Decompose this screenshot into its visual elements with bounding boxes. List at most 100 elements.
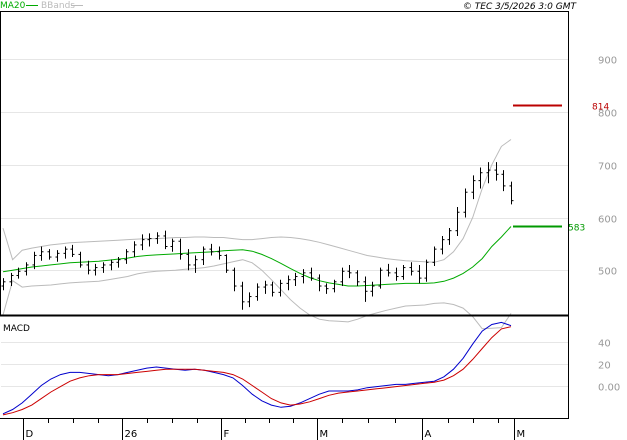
price-y-tick-label: 700 xyxy=(598,162,617,173)
price-panel-frame xyxy=(0,11,569,316)
ohlc-bar xyxy=(86,260,91,275)
macd-title: MACD xyxy=(3,324,30,334)
ohlc-bar xyxy=(332,279,337,293)
price-y-tick-label: 800 xyxy=(598,109,617,120)
ohlc-bar xyxy=(1,278,6,291)
ohlc-bar xyxy=(432,246,437,266)
ohlc-bar xyxy=(501,170,506,192)
ohlc-bar xyxy=(116,257,121,268)
ohlc-bar xyxy=(124,249,129,264)
ohlc-bar xyxy=(93,263,98,276)
ohlc-bar xyxy=(486,162,491,184)
ohlc-bar xyxy=(455,206,460,236)
ohlc-bar xyxy=(463,188,468,218)
ohlc-bar xyxy=(270,281,275,297)
ohlc-bar xyxy=(440,235,445,255)
x-tick-label: M xyxy=(320,429,329,440)
ohlc-bar xyxy=(240,281,245,310)
ohlc-bar xyxy=(286,275,291,291)
ohlc-bar xyxy=(55,250,60,262)
ohlc-bar xyxy=(355,270,360,287)
level-label: 583 xyxy=(568,224,585,234)
x-tick-label: D xyxy=(26,429,34,440)
price-bars xyxy=(1,162,514,310)
macd-y-tick-label: 0.00 xyxy=(598,383,620,394)
ohlc-bar xyxy=(147,233,152,247)
ohlc-bar xyxy=(386,263,391,277)
ohlc-bar xyxy=(478,167,483,189)
price-y-tick-label: 900 xyxy=(598,56,617,67)
ohlc-bar xyxy=(401,264,406,280)
ohlc-bar xyxy=(186,249,191,271)
macd-y-tick-label: 40 xyxy=(598,339,611,350)
ohlc-bar xyxy=(217,246,222,260)
ohlc-bar xyxy=(224,254,229,273)
macd-lines xyxy=(2,321,512,416)
macd-series xyxy=(2,321,512,415)
ohlc-bar xyxy=(309,267,314,281)
macd-gridlines xyxy=(1,342,568,387)
ohlc-bar xyxy=(132,241,137,258)
price-y-axis: 900 800 700 600 500 xyxy=(598,56,617,278)
level-label: 814 xyxy=(592,103,609,113)
ma20-line xyxy=(2,226,512,287)
price-y-tick-label: 600 xyxy=(598,215,617,226)
ohlc-bar xyxy=(163,230,168,250)
ohlc-bar xyxy=(301,269,306,284)
ohlc-bar xyxy=(447,228,452,245)
macd-y-tick-label: 20 xyxy=(598,361,611,372)
ohlc-bar xyxy=(255,283,260,301)
ohlc-bar xyxy=(409,262,414,276)
bbands-lower-series xyxy=(2,259,512,330)
ohlc-bar xyxy=(170,238,175,252)
ohlc-bar xyxy=(178,238,183,260)
ohlc-bar xyxy=(378,267,383,289)
ohlc-bar xyxy=(324,283,329,294)
ohlc-bar xyxy=(47,249,52,260)
ohlc-bar xyxy=(494,162,499,181)
x-axis: D 26 F M A M xyxy=(23,418,526,440)
x-tick-label: 26 xyxy=(125,429,138,440)
source-timestamp: © TEC 3/5/2026 3:0 GMT xyxy=(463,2,578,12)
price-y-tick-label: 500 xyxy=(598,267,617,278)
ohlc-bar xyxy=(193,255,198,273)
ohlc-bar xyxy=(263,280,268,294)
signal-series xyxy=(2,326,512,416)
ohlc-bar xyxy=(363,276,368,302)
ohlc-bar xyxy=(247,292,252,308)
ohlc-bar xyxy=(471,175,476,200)
ohlc-bar xyxy=(370,281,375,297)
ohlc-bar xyxy=(78,251,83,268)
macd-y-axis: 40 20 0.00 xyxy=(598,339,620,394)
x-tick-label: A xyxy=(425,429,432,440)
legend-bbands: BBands xyxy=(41,1,75,11)
ohlc-bar xyxy=(109,259,114,271)
ohlc-bar xyxy=(340,267,345,287)
ohlc-bar xyxy=(16,267,21,279)
ma20-series xyxy=(2,226,512,287)
ohlc-bar xyxy=(394,267,399,281)
ohlc-bar xyxy=(24,262,29,276)
ohlc-bar xyxy=(155,232,160,244)
ohlc-bar xyxy=(201,246,206,265)
ohlc-bar xyxy=(424,259,429,282)
price-levels: 814 583 xyxy=(513,103,609,234)
ohlc-bar xyxy=(232,267,237,292)
ohlc-bar xyxy=(101,262,106,273)
ohlc-bar xyxy=(209,243,214,256)
ohlc-bar xyxy=(63,246,68,259)
ohlc-bar xyxy=(70,244,75,258)
ohlc-bar xyxy=(140,234,145,251)
price-gridlines xyxy=(1,59,568,271)
ohlc-bar xyxy=(32,251,37,270)
x-tick-label: M xyxy=(517,429,526,440)
legend-ma20: MA20 xyxy=(0,1,26,11)
ohlc-bar xyxy=(417,264,422,284)
bbands-upper-series xyxy=(2,139,512,263)
ohlc-bar xyxy=(278,279,283,297)
ohlc-bar xyxy=(509,181,514,205)
ohlc-bar xyxy=(317,274,322,292)
x-tick-label: F xyxy=(224,429,230,440)
ohlc-bar xyxy=(39,246,44,261)
